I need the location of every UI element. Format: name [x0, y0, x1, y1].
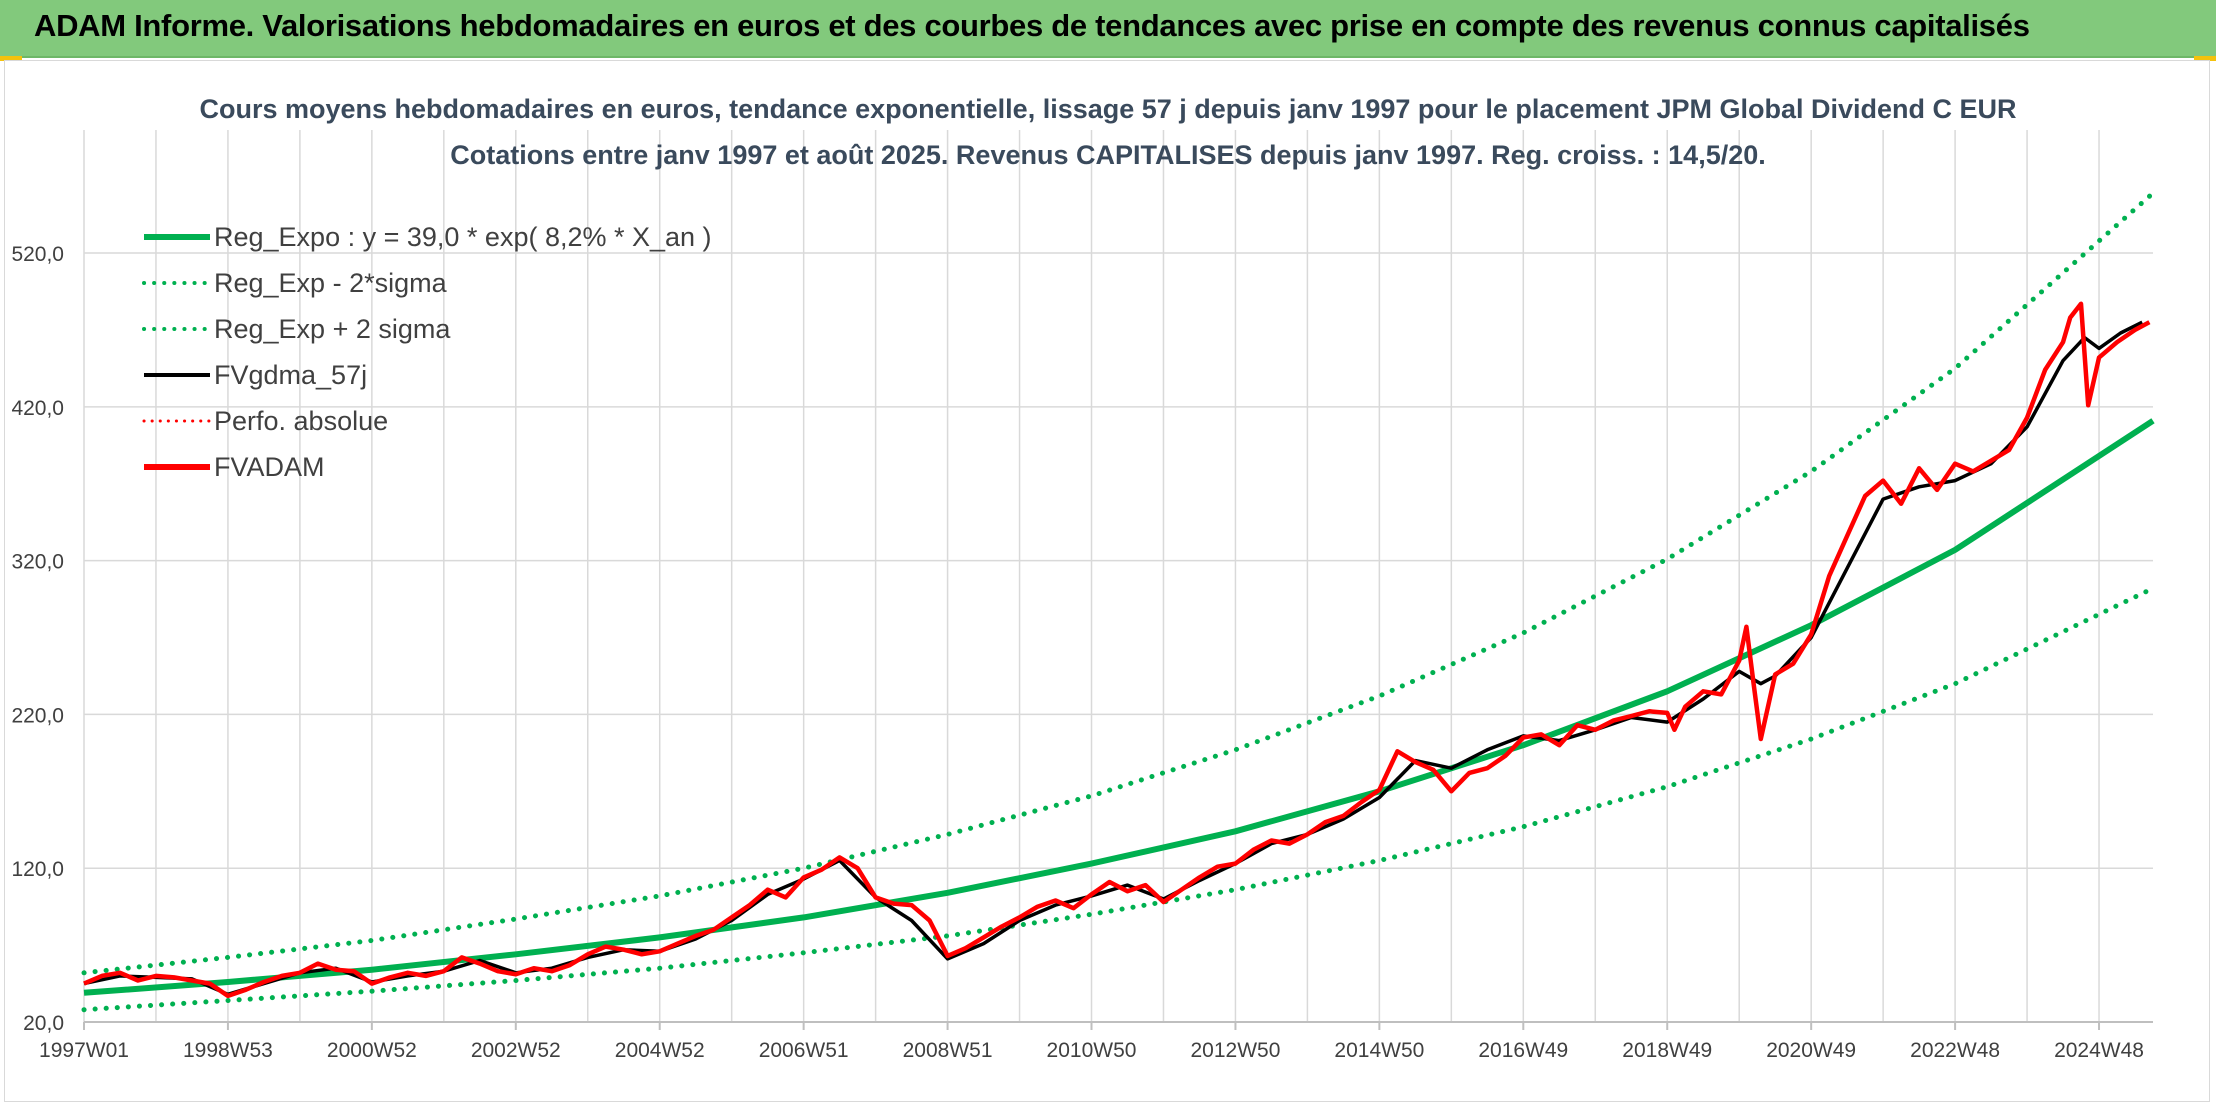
- y-tick-label: 520,0: [11, 243, 64, 266]
- series-fvgdma-57j: [83, 320, 2143, 997]
- y-tick-label: 120,0: [11, 858, 64, 881]
- x-tick-label: 2008W51: [903, 1039, 993, 1062]
- legend-label: Perfo. absolue: [214, 406, 388, 436]
- header-corner-mark-left: [0, 56, 22, 61]
- legend-label: FVADAM: [214, 452, 325, 482]
- x-tick-label: 2002W52: [471, 1039, 561, 1062]
- x-tick-label: 2000W52: [327, 1039, 417, 1062]
- y-tick-label: 420,0: [11, 397, 64, 420]
- page-title: ADAM Informe. Valorisations hebdomadaire…: [34, 8, 2030, 43]
- series-reg-expo: [83, 418, 2155, 996]
- y-tick-label: 220,0: [11, 704, 64, 727]
- y-tick-label: 320,0: [11, 551, 64, 574]
- x-tick-label: 2016W49: [1478, 1039, 1568, 1062]
- legend-label: FVgdma_57j: [214, 360, 367, 390]
- x-tick-label: 2020W49: [1766, 1039, 1856, 1062]
- legend-label: Reg_Exp + 2 sigma: [214, 314, 451, 344]
- legend-label: Reg_Expo : y = 39,0 * exp( 8,2% * X_an ): [214, 222, 712, 252]
- y-tick-label: 20,0: [23, 1012, 64, 1035]
- x-tick-label: 2014W50: [1334, 1039, 1424, 1062]
- x-tick-label: 2006W51: [759, 1039, 849, 1062]
- x-tick-label: 2012W50: [1190, 1039, 1280, 1062]
- header-corner-mark-right: [2194, 56, 2216, 61]
- x-tick-label: 2010W50: [1047, 1039, 1137, 1062]
- x-tick-label: 2018W49: [1622, 1039, 1712, 1062]
- x-tick-label: 2024W48: [2054, 1039, 2144, 1062]
- x-tick-label: 1997W01: [39, 1039, 129, 1062]
- legend-label: Reg_Exp - 2*sigma: [214, 268, 448, 298]
- series-reg-minus-2sigma: [81, 585, 2156, 1013]
- x-tick-label: 1998W53: [183, 1039, 273, 1062]
- y-axis-ticks: 20,0 120,0 220,0 320,0 420,0 520,0: [11, 243, 64, 1035]
- x-tick-label: 2022W48: [1910, 1039, 2000, 1062]
- chart-subtitle: Cotations entre janv 1997 et août 2025. …: [450, 140, 1766, 170]
- x-axis-ticks: 1997W01 1998W53 2000W52 2002W52 2004W52 2006W…: [39, 1022, 2144, 1062]
- series-fvadam: [83, 301, 2151, 999]
- series-layer: [81, 190, 2156, 1013]
- chart-title: Cours moyens hebdomadaires en euros, ten…: [199, 94, 2016, 124]
- grid-layer: [83, 130, 2153, 1023]
- x-tick-label: 2004W52: [615, 1039, 705, 1062]
- header-bar: ADAM Informe. Valorisations hebdomadaire…: [0, 0, 2216, 58]
- legend: Reg_Expo : y = 39,0 * exp( 8,2% * X_an )…: [142, 222, 712, 482]
